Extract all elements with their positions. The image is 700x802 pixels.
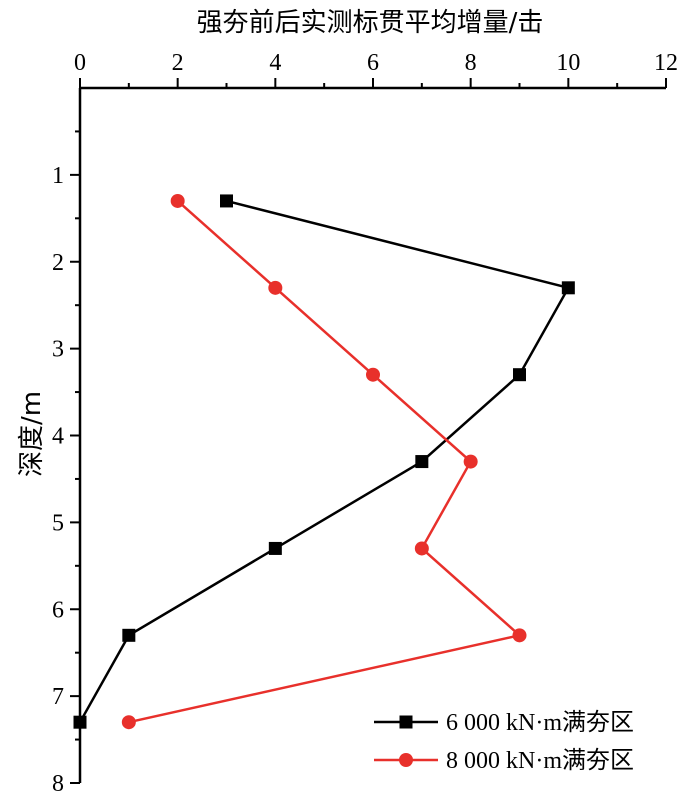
x-tick-label: 10 (556, 50, 580, 76)
y-tick-label: 2 (52, 250, 64, 276)
legend-item-2: 8 000 kN·m满夯区 (374, 747, 634, 774)
data-point-square (415, 455, 429, 469)
y-tick-label: 6 (52, 597, 64, 623)
data-point-square (561, 281, 575, 295)
legend-label: 6 000 kN·m满夯区 (446, 709, 634, 736)
y-tick-label: 1 (52, 163, 64, 189)
data-point-square (122, 628, 136, 642)
data-point-circle (512, 628, 527, 643)
y-axis-title: 深度/m (17, 391, 47, 477)
x-tick-label: 8 (465, 50, 477, 76)
x-tick-label: 6 (367, 50, 379, 76)
data-point-circle (121, 715, 136, 730)
data-point-circle (268, 280, 283, 295)
y-tick-label: 3 (52, 337, 64, 363)
data-point-circle (414, 541, 429, 556)
y-tick-label: 5 (52, 510, 64, 536)
series-1 (73, 194, 575, 729)
y-tick-label: 8 (52, 771, 64, 797)
x-axis-title: 强夯前后实测标贯平均增量/击 (197, 8, 544, 38)
series-2 (121, 193, 527, 730)
legend-item-1: 6 000 kN·m满夯区 (374, 709, 634, 736)
data-point-square (73, 715, 87, 729)
data-point-square (513, 368, 526, 382)
legend: 6 000 kN·m满夯区 8 000 kN·m满夯区 (374, 709, 634, 774)
data-point-circle (366, 367, 380, 382)
data-point-square (268, 541, 282, 555)
series-line (128, 200, 523, 724)
data-point-circle (170, 193, 185, 208)
x-tick-label: 0 (74, 50, 86, 76)
x-tick-label: 2 (172, 50, 184, 76)
y-tick-label: 7 (52, 684, 64, 710)
series-line (78, 199, 571, 723)
y-tick-label: 4 (52, 424, 64, 450)
legend-label: 8 000 kN·m满夯区 (446, 747, 634, 774)
x-tick-label: 4 (269, 50, 281, 76)
legend-marker-square (399, 715, 413, 729)
data-point-square (220, 194, 233, 208)
x-tick-label: 12 (654, 50, 678, 76)
series-layer (73, 193, 575, 730)
legend-marker-circle (399, 753, 413, 767)
data-point-circle (463, 454, 478, 469)
